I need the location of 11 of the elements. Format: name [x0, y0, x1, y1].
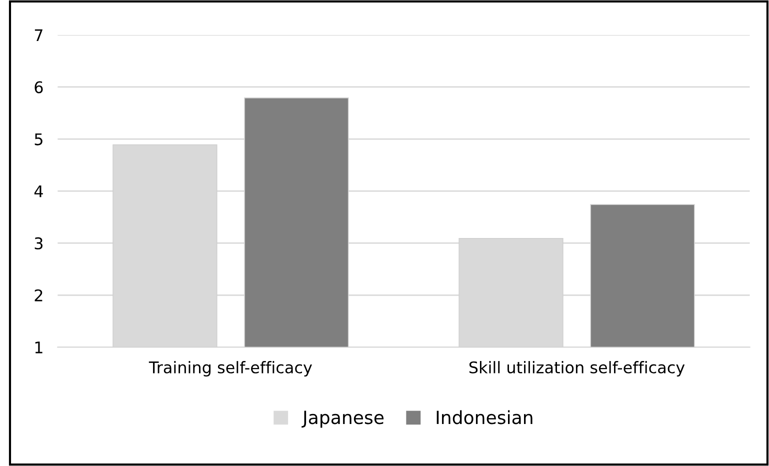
y-tick-label: 3: [34, 237, 43, 250]
legend-label: Japanese: [302, 410, 384, 428]
y-tick-label: 6: [34, 81, 43, 94]
y-tick-label: 4: [34, 185, 43, 198]
legend-label: Indonesian: [436, 410, 532, 424]
y-tick-label: 2: [34, 289, 42, 302]
x-tick-label: Skill utilization self-efficacy: [469, 361, 685, 377]
y-tick-label: 5: [34, 133, 42, 146]
y-tick-label: 7: [34, 29, 42, 42]
y-tick-label: 1: [35, 342, 42, 354]
x-tick-label: Training self-efficacy: [148, 361, 312, 377]
